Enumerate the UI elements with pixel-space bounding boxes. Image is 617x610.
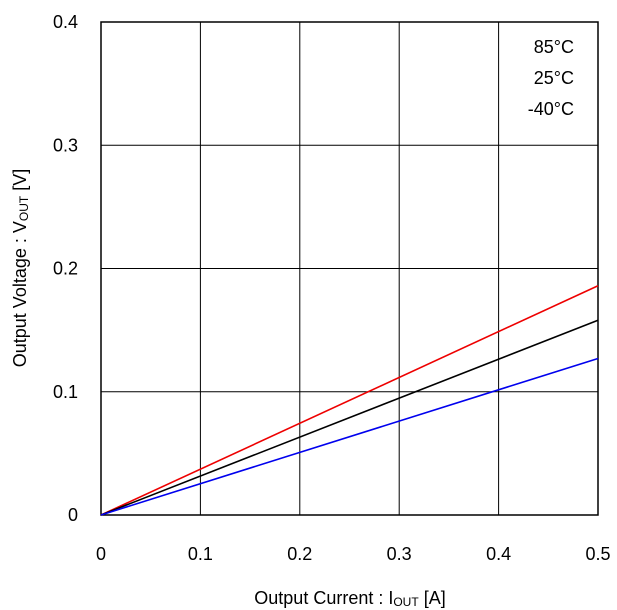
y-axis-label: Output Voltage : VOUT [V] [10, 169, 31, 367]
x-axis-label-subscript: OUT [393, 595, 419, 609]
x-tick-label-2: 0.2 [287, 544, 312, 564]
y-tick-label-4: 0.4 [53, 12, 78, 32]
x-tick-label-0: 0 [96, 544, 106, 564]
y-tick-label-2: 0.2 [53, 259, 78, 279]
x-axis-label-unit: [A] [419, 588, 446, 608]
y-tick-labels: 0 0.1 0.2 0.3 0.4 [53, 12, 78, 525]
legend: 85°C 25°C -40°C [528, 37, 574, 119]
x-tick-label-3: 0.3 [387, 544, 412, 564]
y-tick-label-1: 0.1 [53, 382, 78, 402]
y-tick-label-3: 0.3 [53, 135, 78, 155]
series-line-1 [100, 319, 599, 516]
grid [100, 21, 599, 516]
y-tick-label-0: 0 [68, 505, 78, 525]
legend-label-2: -40°C [528, 99, 574, 119]
x-tick-label-4: 0.4 [486, 544, 511, 564]
x-tick-label-5: 0.5 [585, 544, 610, 564]
series-line-0 [100, 285, 599, 516]
x-tick-labels: 0 0.1 0.2 0.3 0.4 0.5 [96, 544, 611, 564]
x-tick-label-1: 0.1 [188, 544, 213, 564]
legend-label-1: 25°C [534, 68, 574, 88]
series-lines [100, 285, 599, 516]
series-line-2 [100, 357, 599, 516]
plot-frame [100, 21, 599, 516]
y-axis-label-subscript: OUT [17, 195, 31, 221]
legend-label-0: 85°C [534, 37, 574, 57]
x-axis-label: Output Current : IOUT [A] [254, 588, 445, 609]
y-axis-label-unit: [V] [10, 169, 30, 196]
